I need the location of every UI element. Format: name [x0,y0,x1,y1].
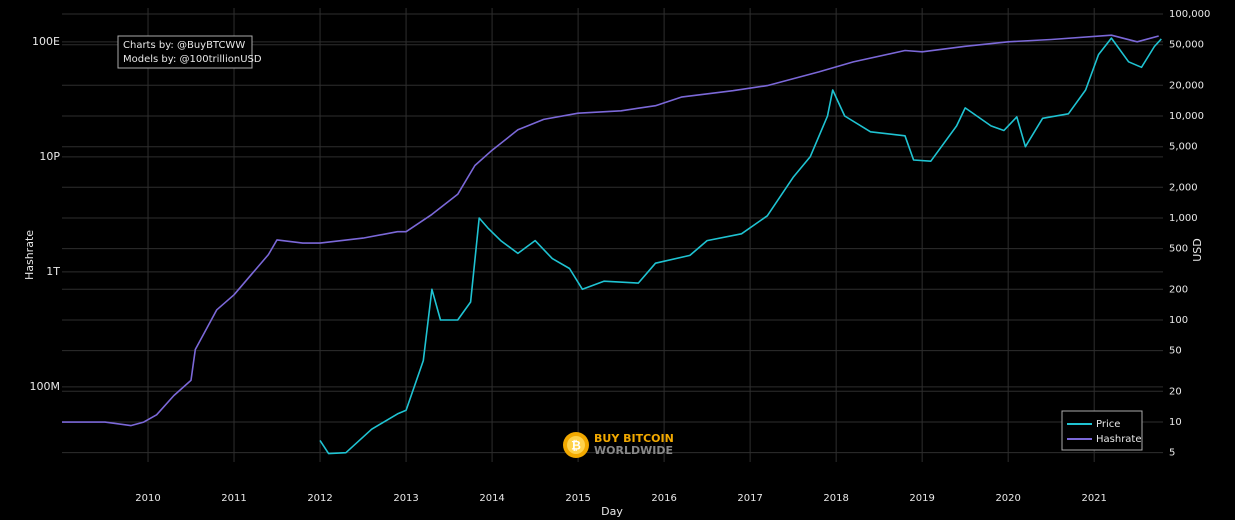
x-tick-label: 2012 [307,493,332,504]
y2-tick-label: 2,000 [1169,182,1198,193]
watermark-line: WORLDWIDE [594,444,673,457]
y2-tick-label: 5,000 [1169,142,1198,153]
legend-label: Price [1096,419,1120,430]
x-axis-title: Day [601,505,623,518]
legend-label: Hashrate [1096,434,1142,445]
watermark-line: BUY BITCOIN [594,432,674,445]
legend-box [1061,410,1143,451]
y2-tick-label: 50 [1169,346,1182,357]
coin-symbol: ₿ [571,439,581,453]
y-axis-title: Hashrate [23,230,36,280]
y2-tick-label: 100 [1169,315,1188,326]
x-tick-label: 2017 [737,493,762,504]
y2-tick-label: 50,000 [1169,40,1204,51]
y2-tick-label: 5 [1169,448,1175,459]
x-tick-label: 2018 [823,493,848,504]
y2-tick-label: 100,000 [1169,9,1210,20]
y2-tick-label: 500 [1169,244,1188,255]
annotation-line: Models by: @100trillionUSD [123,54,262,65]
watermark: ₿ BUY BITCOIN WORLDWIDE [563,432,674,458]
series-line [319,37,1162,455]
grid [62,8,1163,462]
x-tick-label: 2021 [1081,493,1106,504]
x-tick-label: 2011 [221,493,246,504]
y2-axis-title: USD [1191,238,1204,262]
x-tick-label: 2013 [393,493,418,504]
series-line [62,34,1159,427]
annotation-box [117,35,253,69]
y2-tick-label: 20 [1169,386,1182,397]
lines [62,34,1162,455]
y2-tick-label: 200 [1169,284,1188,295]
coin-inner [567,436,585,454]
annotation: Charts by: @BuyBTCWW Models by: @100tril… [117,35,262,69]
y-tick-label: 100E [32,35,60,48]
x-tick-label: 2010 [135,493,160,504]
y2-tick-label: 1,000 [1169,213,1198,224]
annotation-line: Charts by: @BuyBTCWW [123,40,245,51]
x-tick-label: 2015 [565,493,590,504]
labels: 2010 2011 2012 2013 2014 2015 2016 2017 2018 2019… [30,9,1211,504]
x-tick-label: 2019 [909,493,934,504]
x-tick-label: 2020 [995,493,1020,504]
y2-tick-label: 20,000 [1169,80,1204,91]
y-tick-label: 1T [46,265,60,278]
x-tick-label: 2016 [651,493,676,504]
y-tick-label: 10P [39,150,60,163]
y2-tick-label: 10,000 [1169,111,1204,122]
y2-tick-label: 10 [1169,417,1182,428]
y-tick-label: 100M [30,380,61,393]
legend: Price Hashrate [1061,410,1143,451]
x-tick-label: 2014 [479,493,504,504]
